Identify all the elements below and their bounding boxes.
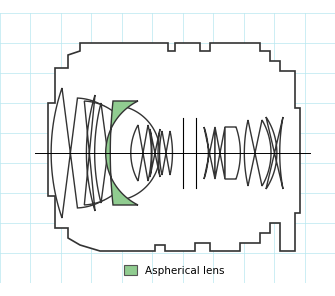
Polygon shape <box>159 131 173 175</box>
Polygon shape <box>106 101 138 205</box>
Polygon shape <box>150 129 160 177</box>
Polygon shape <box>266 117 283 189</box>
Polygon shape <box>244 120 271 186</box>
Polygon shape <box>84 95 134 211</box>
Legend: Aspherical lens: Aspherical lens <box>121 263 227 278</box>
Polygon shape <box>225 127 240 179</box>
Polygon shape <box>131 125 151 181</box>
Polygon shape <box>215 127 225 179</box>
Polygon shape <box>51 88 130 218</box>
Polygon shape <box>204 127 215 179</box>
Polygon shape <box>48 43 300 251</box>
Polygon shape <box>95 103 160 203</box>
